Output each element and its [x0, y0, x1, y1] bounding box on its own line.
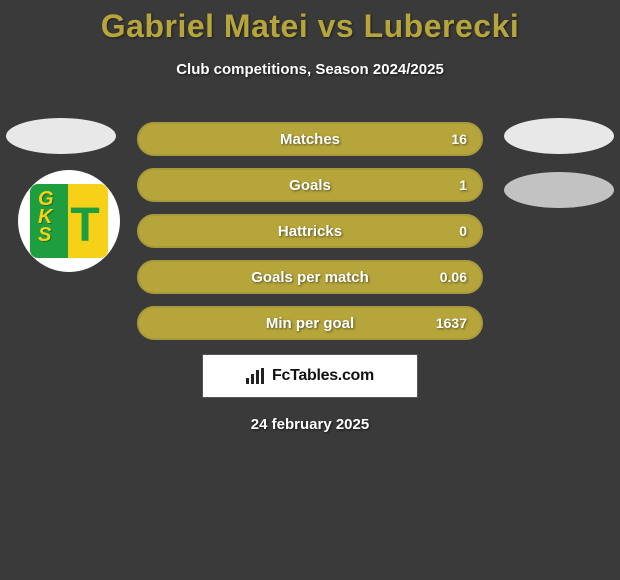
club-logo: GKS T — [18, 170, 120, 272]
stat-label: Hattricks — [278, 223, 342, 240]
branding-banner: FcTables.com — [202, 354, 418, 398]
brand-text: FcTables.com — [272, 367, 374, 385]
date-label: 24 february 2025 — [0, 416, 620, 433]
page-title: Gabriel Matei vs Luberecki — [0, 0, 620, 45]
stat-value: 0 — [459, 223, 467, 239]
stats-list: Matches 16 Goals 1 Hattricks 0 Goals per… — [137, 122, 483, 340]
club-logo-letters: GKS — [38, 190, 54, 244]
stat-row-matches: Matches 16 — [137, 122, 483, 156]
chart-icon — [246, 368, 266, 384]
player-badge-right-1 — [504, 118, 614, 154]
stat-label: Goals per match — [251, 269, 369, 286]
comparison-card: Gabriel Matei vs Luberecki Club competit… — [0, 0, 620, 433]
stat-row-goals: Goals 1 — [137, 168, 483, 202]
club-logo-t: T — [62, 198, 108, 253]
stat-value: 1 — [459, 177, 467, 193]
stat-row-hattricks: Hattricks 0 — [137, 214, 483, 248]
player-badge-left — [6, 118, 116, 154]
stat-value: 1637 — [436, 315, 467, 331]
stat-label: Goals — [289, 177, 331, 194]
player-badge-right-2 — [504, 172, 614, 208]
subtitle: Club competitions, Season 2024/2025 — [0, 61, 620, 78]
stat-label: Matches — [280, 131, 340, 148]
stat-value: 16 — [451, 131, 467, 147]
stat-row-goals-per-match: Goals per match 0.06 — [137, 260, 483, 294]
stat-label: Min per goal — [266, 315, 354, 332]
stat-row-min-per-goal: Min per goal 1637 — [137, 306, 483, 340]
stat-value: 0.06 — [440, 269, 467, 285]
